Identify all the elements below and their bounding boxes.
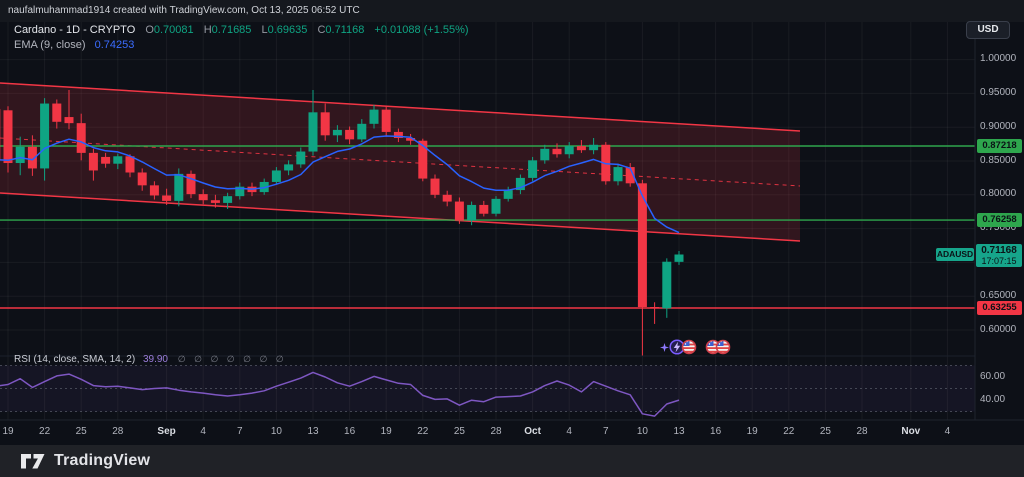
change-value: +0.01088 (+1.55%) [374, 24, 469, 36]
ema-label: EMA (9, close) [14, 39, 86, 51]
symbol-chip: ADAUSD [936, 247, 974, 261]
price-axis-label: 0.95000 [980, 86, 1017, 98]
time-tick: 16 [710, 426, 722, 437]
time-tick: 10 [270, 426, 282, 437]
rsi-legend[interactable]: RSI (14, close, SMA, 14, 2) 39.90 ∅ ∅ ∅ … [14, 354, 287, 365]
rsi-value: 39.90 [142, 354, 168, 365]
time-tick: 19 [746, 426, 758, 437]
time-tick: 13 [307, 426, 319, 437]
open-label: O [145, 24, 154, 36]
time-tick: 19 [2, 426, 14, 437]
close-value: 0.71168 [325, 24, 365, 36]
symbol-title: Cardano - 1D - CRYPTO [14, 24, 136, 36]
support-level-badge: 0.76258 [977, 213, 1022, 228]
time-tick: 7 [603, 426, 609, 437]
low-label: L [261, 24, 268, 36]
time-tick-month: Oct [524, 426, 541, 437]
price-axis-label: 1.00000 [980, 53, 1017, 65]
sparkle-icon[interactable] [660, 343, 669, 352]
time-tick: 25 [453, 426, 465, 437]
rsi-flag-icons: ∅ ∅ ∅ ∅ ∅ ∅ ∅ [177, 354, 287, 364]
brand-name: TradingView [54, 452, 151, 469]
time-tick: 28 [856, 426, 868, 437]
us-flag-ball-emoji[interactable] [705, 339, 721, 355]
time-tick: 28 [112, 426, 124, 437]
parallel-channel [0, 82, 801, 242]
rsi-label: RSI (14, close, SMA, 14, 2) [14, 354, 136, 365]
ema-line [0, 135, 680, 234]
time-tick: 4 [566, 426, 572, 437]
price-axis-label: 0.80000 [980, 188, 1017, 200]
close-label: C [317, 24, 326, 36]
time-tick: 4 [944, 426, 951, 437]
time-tick: 7 [237, 426, 243, 437]
footer-bar: TradingView [0, 445, 1024, 477]
rsi-axis-label: 60.00 [980, 371, 1006, 382]
open-value: 0.70081 [153, 24, 194, 36]
rsi-axis-label: 40.00 [980, 394, 1006, 405]
price-axis-label: 0.60000 [980, 323, 1017, 335]
time-tick: 10 [636, 426, 648, 437]
ema-legend[interactable]: EMA (9, close) 0.74253 [14, 39, 134, 51]
time-tick: 16 [344, 426, 356, 437]
current-price-badge: 0.71168 17:07:15 [976, 243, 1022, 267]
time-tick: 25 [819, 426, 831, 437]
support-level-badge: 0.87218 [977, 139, 1022, 153]
us-flag-ball-emoji[interactable] [715, 339, 731, 355]
time-tick: 13 [673, 426, 685, 437]
candles [0, 90, 684, 356]
time-tick: 28 [490, 426, 502, 437]
time-tick: 25 [75, 426, 87, 437]
symbol-chip-label: ADAUSD [936, 248, 974, 259]
alert-level-badge: 0.63255 [977, 300, 1022, 315]
currency-button[interactable]: USD [966, 21, 1010, 39]
time-tick-month: Sep [157, 426, 176, 437]
price-axis-label: 0.85000 [980, 154, 1017, 166]
time-tick: 4 [200, 426, 206, 437]
price-axis-label: 0.65000 [980, 289, 1017, 301]
time-tick: 22 [783, 426, 795, 437]
attribution-bar: naufalmuhammad1914 created with TradingV… [0, 0, 1024, 22]
attribution-text: naufalmuhammad1914 created with TradingV… [8, 5, 360, 16]
high-value: 0.71685 [211, 24, 252, 36]
high-label: H [203, 24, 212, 36]
ema-value: 0.74253 [94, 39, 135, 51]
us-flag-ball-emoji[interactable] [681, 339, 697, 355]
time-tick: 22 [417, 426, 429, 437]
tradingview-logo[interactable] [20, 450, 46, 472]
time-tick-month: Nov [901, 426, 921, 437]
current-price: 0.71168 [981, 244, 1017, 256]
bar-countdown: 17:07:15 [981, 255, 1017, 266]
time-tick: 19 [380, 426, 392, 437]
chart-canvas[interactable] [0, 0, 1024, 445]
price-axis-label: 0.90000 [980, 120, 1017, 132]
time-tick: 22 [39, 426, 51, 437]
price-axis-label: 0.75000 [980, 222, 1017, 234]
rsi-line [0, 371, 680, 417]
symbol-legend[interactable]: Cardano - 1D - CRYPTO O0.70081 H0.71685 … [14, 24, 469, 36]
low-value: 0.69635 [267, 24, 308, 36]
